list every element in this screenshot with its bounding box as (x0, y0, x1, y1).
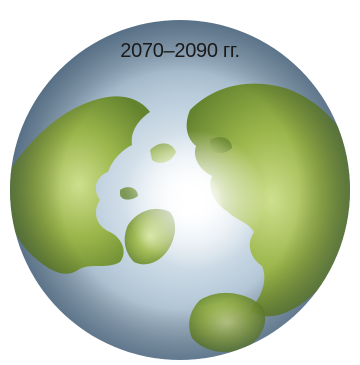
period-label: 2070–2090 гг. (120, 40, 240, 62)
globe-limb-shade (10, 20, 350, 360)
